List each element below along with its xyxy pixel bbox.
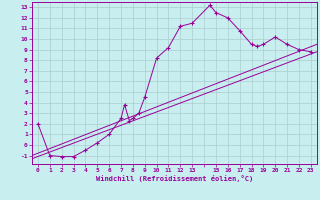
X-axis label: Windchill (Refroidissement éolien,°C): Windchill (Refroidissement éolien,°C) — [96, 175, 253, 182]
